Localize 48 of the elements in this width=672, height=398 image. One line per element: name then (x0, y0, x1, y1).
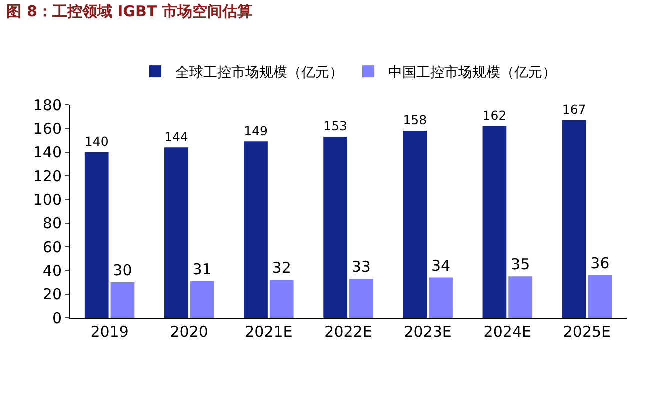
x-tick-label: 2024E (484, 323, 532, 341)
x-tick-label: 2025E (563, 323, 612, 341)
data-label: 30 (113, 262, 132, 280)
x-tick-label: 2021E (245, 323, 293, 341)
bar (164, 148, 188, 318)
chart-title: 图 8：工控领域 IGBT 市场空间估算 (6, 2, 252, 20)
y-tick-label: 180 (33, 96, 62, 114)
data-label: 36 (590, 254, 610, 272)
y-tick-label: 100 (33, 190, 62, 209)
legend-label: 全球工控市场规模（亿元） (176, 65, 344, 82)
bar (562, 120, 586, 318)
data-label: 140 (84, 134, 109, 149)
x-tick-label: 2020 (170, 323, 208, 341)
bar (588, 275, 612, 318)
y-tick-label: 60 (42, 238, 62, 256)
legend-label: 中国工控市场规模（亿元） (388, 65, 556, 82)
bar (84, 152, 109, 318)
bar (270, 280, 294, 318)
data-label: 153 (324, 118, 348, 134)
bar (190, 281, 214, 318)
bar (429, 278, 453, 318)
x-tick-label: 2019 (90, 323, 129, 341)
y-tick-label: 140 (33, 144, 62, 162)
data-label: 31 (192, 260, 212, 278)
data-label: 33 (352, 258, 371, 276)
bar (508, 276, 533, 318)
data-label: 144 (164, 129, 188, 144)
y-tick-label: 160 (33, 120, 62, 138)
y-tick-label: 40 (42, 262, 62, 280)
data-label: 35 (511, 256, 530, 274)
x-tick-label: 2023E (404, 323, 452, 341)
bar (324, 136, 348, 318)
data-label: 149 (244, 123, 268, 138)
y-tick-label: 20 (42, 286, 62, 304)
bar (349, 278, 374, 318)
data-label: 34 (431, 256, 451, 275)
y-tick-label: 80 (42, 214, 62, 233)
data-label: 167 (562, 102, 586, 118)
data-label: 158 (403, 112, 428, 128)
bar (244, 142, 268, 318)
bar (110, 282, 135, 318)
x-tick-label: 2022E (324, 323, 372, 341)
y-tick-label: 120 (33, 167, 62, 186)
data-label: 32 (272, 259, 292, 278)
bar (403, 131, 428, 318)
bar (482, 126, 507, 318)
y-tick-label: 0 (52, 309, 62, 328)
data-label: 162 (482, 108, 507, 123)
